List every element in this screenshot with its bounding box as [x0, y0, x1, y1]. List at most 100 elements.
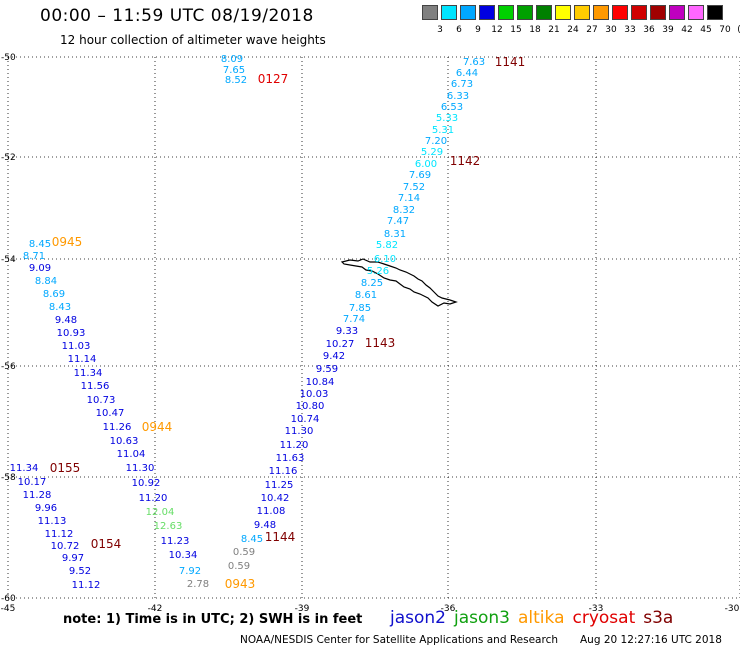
- lat-lon-grid: [7, 56, 740, 599]
- wave-height-labels: 7.636.446.736.336.535.335.317.205.296.00…: [10, 54, 526, 591]
- wave-height-value: 11.56: [81, 381, 110, 392]
- wave-height-value: 11.03: [62, 341, 91, 352]
- longitude-tick-label: -33: [589, 604, 604, 614]
- pass-time-label: 0943: [225, 577, 256, 591]
- latitude-tick-label: -52: [1, 153, 16, 163]
- wave-height-value: 7.14: [398, 193, 420, 204]
- wave-height-value: 6.33: [447, 91, 469, 102]
- legend-cryosat: cryosat: [572, 608, 636, 628]
- wave-height-value: 6.10: [374, 254, 396, 265]
- wave-height-value: 10.47: [96, 408, 125, 419]
- pass-time-label: 0127: [258, 72, 289, 86]
- wave-height-value: 9.48: [55, 315, 77, 326]
- wave-height-value: 8.45: [241, 534, 263, 545]
- latitude-tick-label: -60: [1, 594, 16, 604]
- longitude-tick-label: -42: [148, 604, 163, 614]
- wave-height-value: 7.69: [409, 170, 431, 181]
- color-swatch: [498, 5, 514, 20]
- wave-height-value: 9.59: [316, 364, 338, 375]
- wave-height-value: 8.69: [43, 289, 65, 300]
- color-swatch: [650, 5, 666, 20]
- color-swatch: [479, 5, 495, 20]
- wave-height-value: 8.09: [221, 54, 243, 65]
- color-swatch: [631, 5, 647, 20]
- wave-height-value: 11.04: [117, 449, 146, 460]
- wave-height-value: 11.20: [139, 493, 168, 504]
- wave-height-value: 11.08: [257, 506, 286, 517]
- wave-height-value: 10.73: [87, 395, 116, 406]
- wave-height-value: 7.85: [349, 303, 371, 314]
- wave-height-value: 11.25: [265, 480, 294, 491]
- color-scale-label: 3: [437, 25, 443, 35]
- color-swatch: [517, 5, 533, 20]
- wave-height-value: 10.34: [169, 550, 198, 561]
- footnote: note: 1) Time is in UTC; 2) SWH is in fe…: [63, 612, 363, 627]
- legend-jason3: jason3: [454, 608, 510, 628]
- wave-height-value: 11.23: [161, 536, 190, 547]
- wave-height-value: 9.52: [69, 566, 91, 577]
- legend-s3a: s3a: [643, 608, 674, 628]
- credit-line: NOAA/NESDIS Center for Satellite Applica…: [240, 634, 558, 646]
- wave-height-value: 9.97: [62, 553, 84, 564]
- wave-height-value: 10.92: [132, 478, 161, 489]
- generated-timestamp: Aug 20 12:27:16 UTC 2018: [580, 634, 722, 646]
- wave-height-value: 11.63: [276, 453, 305, 464]
- axis-tick-labels: -45 -42 -39 -36 -33 -30 -50 -52 -54 -56 -58 -60: [1, 53, 740, 614]
- wave-height-value: 7.20: [425, 136, 447, 147]
- map-subtitle: 12 hour collection of altimeter wave hei…: [60, 33, 326, 47]
- latitude-tick-label: -50: [1, 53, 16, 63]
- wave-height-value: 10.80: [296, 401, 325, 412]
- pass-time-label: 0155: [50, 461, 81, 475]
- color-swatch: [441, 5, 457, 20]
- wave-height-value: 5.31: [432, 125, 454, 136]
- color-swatch: [707, 5, 723, 20]
- wave-height-value: 11.12: [72, 580, 101, 591]
- color-scale-label: 18: [529, 25, 541, 35]
- pass-time-label: 1141: [495, 55, 526, 69]
- wave-height-value: 9.48: [254, 520, 276, 531]
- color-scale-label: 9: [475, 25, 481, 35]
- color-scale-label: 36: [643, 25, 655, 35]
- longitude-tick-label: -45: [1, 604, 16, 614]
- color-scale-label: 33: [624, 25, 636, 35]
- color-swatch: [555, 5, 571, 20]
- pass-time-label: 0945: [52, 235, 83, 249]
- color-scale-label: 24: [567, 25, 579, 35]
- color-swatch: [688, 5, 704, 20]
- pass-time-label: 1143: [365, 336, 396, 350]
- wave-height-value: 11.16: [269, 466, 298, 477]
- south-georgia-coastline: [340, 258, 458, 307]
- wave-height-value: 9.42: [323, 351, 345, 362]
- wave-height-value: 2.78: [187, 579, 209, 590]
- color-scale-label: 15: [510, 25, 522, 35]
- color-scale-label: 21: [548, 25, 560, 35]
- wave-height-value: 12.63: [154, 521, 183, 532]
- color-swatch: [612, 5, 628, 20]
- wave-height-value: 11.34: [74, 368, 103, 379]
- wave-height-value: 11.30: [285, 426, 314, 437]
- wave-height-value: 11.34: [10, 463, 39, 474]
- color-scale-label: 42: [681, 25, 693, 35]
- wave-height-value: 7.47: [387, 216, 409, 227]
- wave-height-value: 7.65: [223, 65, 245, 76]
- wave-height-value: 9.09: [29, 263, 51, 274]
- legend-altika: altika: [518, 608, 565, 628]
- wave-height-value: 10.72: [51, 541, 80, 552]
- wave-height-value: 10.27: [326, 339, 355, 350]
- wave-height-value: 8.45: [29, 239, 51, 250]
- color-swatch: [536, 5, 552, 20]
- color-swatch: [460, 5, 476, 20]
- color-scale-label: 39: [662, 25, 674, 35]
- color-scale-label: 45: [700, 25, 712, 35]
- latitude-tick-label: -54: [1, 255, 16, 265]
- wave-height-value: 8.52: [225, 75, 247, 86]
- wave-height-value: 9.33: [336, 326, 358, 337]
- wave-height-value: 11.12: [45, 529, 74, 540]
- wave-height-value: 10.93: [57, 328, 86, 339]
- wave-height-value: 6.53: [441, 102, 463, 113]
- latitude-tick-label: -58: [1, 473, 16, 483]
- pass-time-label: 1144: [265, 530, 296, 544]
- wave-height-value: 8.43: [49, 302, 71, 313]
- wave-height-value: 11.13: [38, 516, 67, 527]
- wave-height-value: 7.63: [463, 57, 485, 68]
